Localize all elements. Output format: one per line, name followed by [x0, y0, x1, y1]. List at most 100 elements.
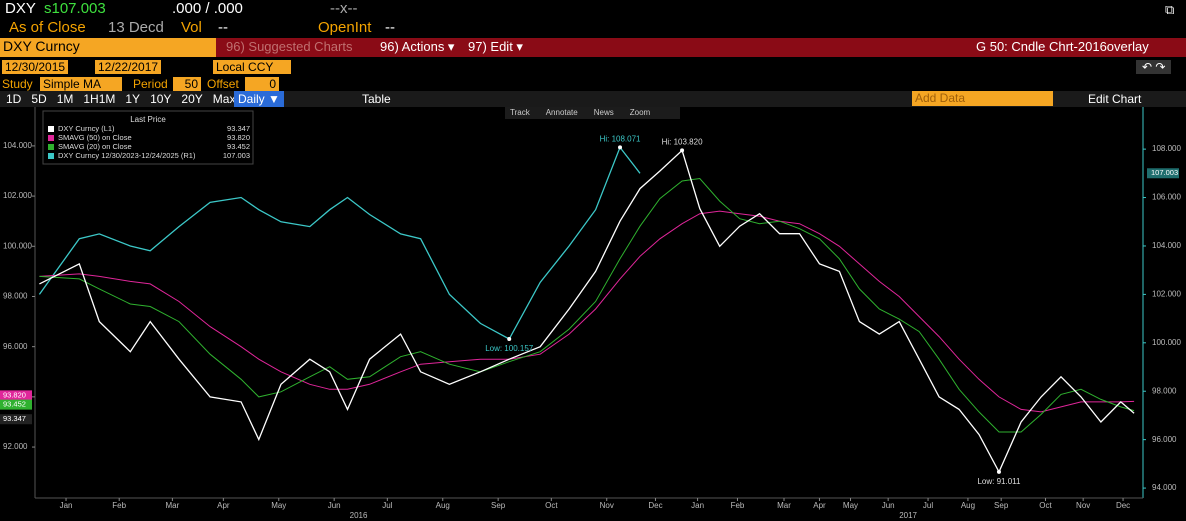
annotation-label: Hi: 103.820 — [662, 138, 703, 147]
series-line — [39, 149, 1135, 474]
range-button[interactable]: 1Y — [125, 92, 141, 106]
legend-label: DXY Curncy (L1) — [58, 124, 115, 133]
x-tick-label: Mar — [166, 501, 180, 510]
y2-tick-label: 98.000 — [1152, 386, 1177, 395]
y2-tick-label: 102.000 — [1152, 289, 1181, 298]
close-label: As of Close — [9, 19, 86, 36]
price-tag — [0, 414, 32, 425]
popout-icon[interactable]: ⧉ — [1165, 2, 1175, 17]
offset[interactable]: 0 — [245, 77, 279, 91]
x-tick-label: Jul — [382, 501, 392, 510]
legend-value: 93.347 — [227, 124, 250, 133]
legend-swatch — [48, 126, 54, 132]
chart-tools-bar — [505, 107, 680, 119]
security-field[interactable]: DXY Curncy — [0, 38, 216, 57]
frequency[interactable]: Daily ▼ — [234, 91, 284, 107]
study[interactable]: Simple MA — [40, 77, 122, 91]
legend-swatch — [48, 153, 54, 159]
y-tick-label: 100.000 — [3, 241, 32, 250]
annotation-label: Hi: 108.071 — [600, 135, 641, 144]
price-tag-label: 93.820 — [3, 390, 26, 399]
study-label: Study — [2, 77, 33, 91]
annotation-label: Low: 91.011 — [977, 477, 1021, 486]
chart-tool[interactable]: News — [593, 108, 614, 117]
x-tick-label: Nov — [600, 501, 614, 510]
legend-value: 107.003 — [223, 151, 250, 160]
oi-label: OpenInt — [318, 19, 372, 36]
annotation-label: Low: 100.157 — [485, 344, 534, 353]
x-tick-label: Sep — [491, 501, 506, 510]
y-tick-label: 96.000 — [3, 342, 28, 351]
legend-value: 93.820 — [227, 133, 250, 142]
x-tick-label: Dec — [648, 501, 662, 510]
decd: 13 Decd — [108, 19, 164, 36]
range-button[interactable]: 1H1M — [83, 92, 116, 106]
x-tick-label: Apr — [813, 501, 826, 510]
start-date[interactable]: 12/30/2015 — [2, 60, 69, 74]
y2-tick-label: 100.000 — [1152, 338, 1181, 347]
price-tag — [0, 399, 32, 410]
legend-label: SMAVG (50) on Close — [58, 133, 132, 142]
y2-tick-label: 106.000 — [1152, 193, 1181, 202]
x-tick-label: Nov — [1076, 501, 1090, 510]
edit-chart[interactable]: Edit Chart — [1088, 92, 1142, 106]
legend-label: DXY Curncy 12/30/2023-12/24/2025 (R1) — [58, 151, 196, 160]
price-tag-label: 93.452 — [3, 400, 26, 409]
series-line — [39, 210, 1135, 413]
currency[interactable]: Local CCY — [213, 60, 291, 74]
chart-tools: Track Annotate News Zoom — [510, 108, 650, 117]
x-tick-label: Aug — [436, 501, 450, 510]
x-tick-label: Feb — [731, 501, 745, 510]
x-tick-label: Oct — [545, 501, 558, 510]
offset-label: Offset — [207, 77, 239, 91]
bid-ask: .000 / .000 — [172, 0, 243, 17]
end-date[interactable]: 12/22/2017 — [95, 60, 162, 74]
x-tick-label: Apr — [217, 501, 230, 510]
range-button[interactable]: 5D — [31, 92, 47, 106]
legend-value: 93.452 — [227, 142, 250, 151]
x-tick-label: Aug — [961, 501, 975, 510]
edit-menu[interactable]: 97) Edit ▾ — [468, 39, 523, 54]
table-button[interactable]: Table — [362, 92, 391, 106]
ticker: DXY — [5, 0, 36, 17]
x-tick-label: Jan — [691, 501, 704, 510]
range-button[interactable]: Max — [212, 92, 236, 106]
price-tag-label: 107.003 — [1151, 168, 1178, 177]
legend-box — [42, 110, 254, 165]
period[interactable]: 50 — [173, 77, 201, 91]
range-button[interactable]: 1M — [56, 92, 74, 106]
x-tick-label: May — [271, 501, 286, 510]
actions-menu[interactable]: 96) Actions ▾ — [380, 39, 455, 54]
price-tag-label: 93.347 — [3, 414, 26, 423]
x-tick-label: Jun — [882, 501, 895, 510]
range-button[interactable]: 20Y — [181, 92, 203, 106]
y2-tick-label: 96.000 — [1152, 435, 1177, 444]
range-bar — [0, 91, 1186, 107]
chart-name: G 50: Cndle Chrt-2016overlay — [976, 39, 1149, 54]
x-tick-label: Dec — [1116, 501, 1130, 510]
price-tag — [0, 390, 32, 401]
year-label: 2016 — [350, 511, 368, 520]
price: s107.003 — [44, 0, 106, 17]
chart-tool[interactable]: Zoom — [629, 108, 651, 117]
undo-redo[interactable]: ↶ ↷ — [1136, 60, 1172, 74]
y2-tick-label: 108.000 — [1152, 144, 1181, 153]
chart-tool[interactable]: Annotate — [545, 108, 578, 117]
x-tick-label: Jan — [60, 501, 73, 510]
series-line — [38, 146, 641, 340]
x-tick-label: Jul — [923, 501, 933, 510]
suggested-charts[interactable]: 96) Suggested Charts — [226, 39, 353, 54]
range-button[interactable]: 1D — [6, 92, 22, 106]
price-tag — [1147, 168, 1179, 179]
chart-tool[interactable]: Track — [510, 108, 530, 117]
vol-label: Vol — [181, 19, 202, 36]
change: --x-- — [330, 0, 358, 17]
x-tick-label: May — [843, 501, 858, 510]
y-tick-label: 98.000 — [3, 292, 28, 301]
legend-swatch — [48, 144, 54, 150]
x-tick-label: Jun — [328, 501, 341, 510]
range-button[interactable]: 10Y — [150, 92, 172, 106]
oi: -- — [385, 19, 395, 36]
add-data[interactable]: Add Data — [912, 91, 1053, 106]
